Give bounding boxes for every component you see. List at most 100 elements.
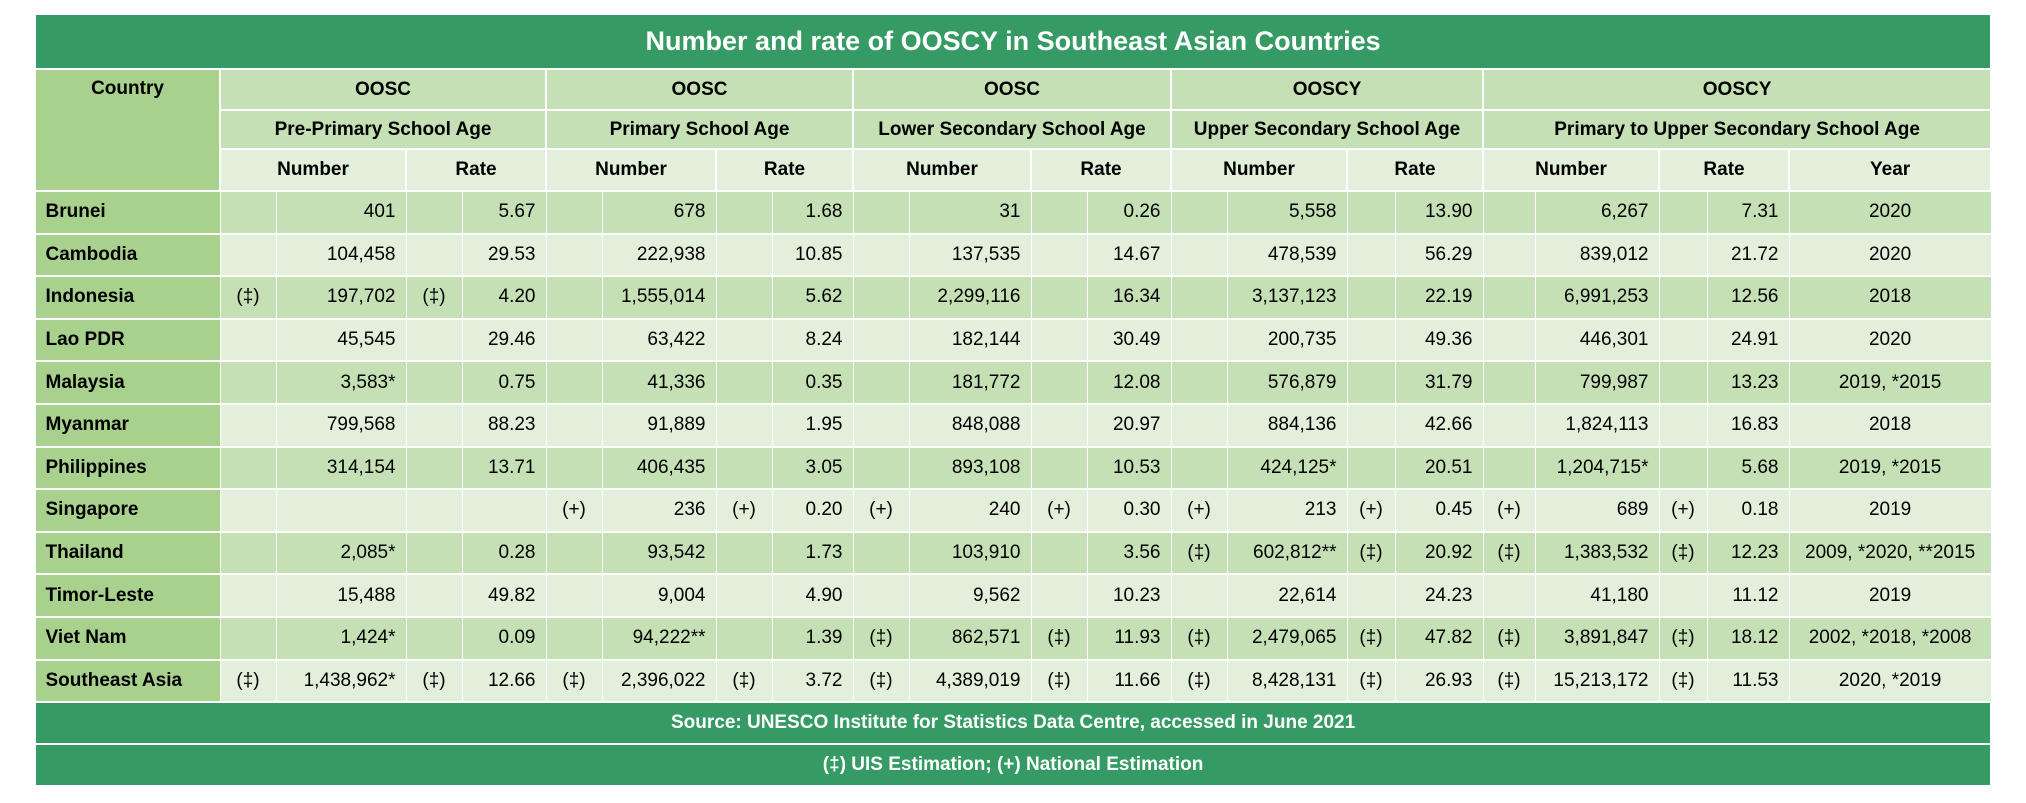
rate-flag xyxy=(405,360,463,405)
number-flag: (‡) xyxy=(545,658,603,704)
number-flag: (‡) xyxy=(1482,658,1536,704)
number-value: 678 xyxy=(601,190,717,235)
number-flag: (+) xyxy=(545,488,603,533)
country-header: Country xyxy=(34,68,221,192)
number-flag xyxy=(219,615,277,661)
number-flag: (‡) xyxy=(852,658,910,704)
rate-flag: (‡) xyxy=(405,658,463,704)
number-flag xyxy=(852,317,910,363)
rate-value: 0.35 xyxy=(771,360,854,405)
number-flag xyxy=(545,275,603,320)
number-flag xyxy=(1482,232,1536,278)
country-name: Singapore xyxy=(34,488,221,533)
number-value: 63,422 xyxy=(601,317,717,363)
number-value: 862,571 xyxy=(908,615,1032,661)
rate-flag: (‡) xyxy=(715,658,773,704)
rate-value: 0.45 xyxy=(1394,488,1484,533)
rate-value: 20.97 xyxy=(1086,402,1172,448)
rate-flag xyxy=(405,232,463,278)
rate-value: 20.51 xyxy=(1394,445,1484,491)
number-flag xyxy=(219,232,277,278)
rate-flag xyxy=(715,573,773,618)
rate-flag xyxy=(1030,402,1088,448)
rate-value: 0.75 xyxy=(461,360,547,405)
number-value: 222,938 xyxy=(601,232,717,278)
country-name: Thailand xyxy=(34,530,221,576)
rate-value: 11.12 xyxy=(1706,573,1790,618)
number-flag xyxy=(219,317,277,363)
rate-flag xyxy=(1346,573,1396,618)
rate-value: 12.08 xyxy=(1086,360,1172,405)
rate-flag: (‡) xyxy=(1346,530,1396,576)
country-name: Myanmar xyxy=(34,402,221,448)
number-value: 93,542 xyxy=(601,530,717,576)
number-value: 1,438,962* xyxy=(275,658,407,704)
country-name: Cambodia xyxy=(34,232,221,278)
rate-value: 14.67 xyxy=(1086,232,1172,278)
number-flag xyxy=(219,530,277,576)
rate-flag xyxy=(1658,232,1708,278)
rate-value: 31.79 xyxy=(1394,360,1484,405)
number-value: 3,137,123 xyxy=(1226,275,1348,320)
number-flag xyxy=(1482,275,1536,320)
rate-flag xyxy=(1030,275,1088,320)
rate-flag xyxy=(1030,530,1088,576)
number-value: 1,424* xyxy=(275,615,407,661)
source-note: Source: UNESCO Institute for Statistics … xyxy=(33,701,1993,746)
title-row: Number and rate of OOSCY in Southeast As… xyxy=(33,13,1993,70)
number-value: 602,812** xyxy=(1226,530,1348,576)
ooscy-table: Number and rate of OOSCY in Southeast As… xyxy=(33,13,1993,788)
number-value: 401 xyxy=(275,190,407,235)
rate-flag xyxy=(1346,360,1396,405)
number-flag xyxy=(545,317,603,363)
rate-flag xyxy=(715,275,773,320)
number-value: 5,558 xyxy=(1226,190,1348,235)
number-flag xyxy=(219,190,277,235)
rate-flag xyxy=(715,190,773,235)
number-col-header: Number xyxy=(1170,148,1348,192)
table-row: Cambodia 104,458 29.53 222,938 10.85 137,535 1… xyxy=(34,232,1992,278)
rate-flag xyxy=(715,445,773,491)
rate-flag xyxy=(1658,573,1708,618)
table-row: Brunei 401 5.67 678 1.68 31 0.26 5,558 13.90 6,26… xyxy=(34,190,1992,235)
number-col-header: Number xyxy=(852,148,1032,192)
rate-flag xyxy=(1658,190,1708,235)
rate-flag xyxy=(1346,317,1396,363)
rate-flag xyxy=(715,360,773,405)
number-flag xyxy=(219,360,277,405)
country-name: Philippines xyxy=(34,445,221,491)
rate-value: 20.92 xyxy=(1394,530,1484,576)
rate-value: 49.36 xyxy=(1394,317,1484,363)
rate-flag xyxy=(715,530,773,576)
year-value: 2020 xyxy=(1788,232,1992,278)
number-flag xyxy=(852,445,910,491)
rate-flag xyxy=(1658,360,1708,405)
number-flag xyxy=(545,573,603,618)
rate-flag: (+) xyxy=(715,488,773,533)
rate-flag: (+) xyxy=(1658,488,1708,533)
table-row: Timor-Leste 15,488 49.82 9,004 4.90 9,562 10.2… xyxy=(34,573,1992,618)
rate-value: 12.23 xyxy=(1706,530,1790,576)
rate-value: 0.30 xyxy=(1086,488,1172,533)
year-value: 2018 xyxy=(1788,402,1992,448)
year-value: 2009, *2020, **2015 xyxy=(1788,530,1992,576)
number-flag xyxy=(1170,190,1228,235)
rate-value: 0.26 xyxy=(1086,190,1172,235)
rate-flag xyxy=(405,530,463,576)
number-value: 2,085* xyxy=(275,530,407,576)
rate-value: 5.62 xyxy=(771,275,854,320)
rate-flag xyxy=(405,445,463,491)
rate-value: 7.31 xyxy=(1706,190,1790,235)
country-name: Brunei xyxy=(34,190,221,235)
country-name: Malaysia xyxy=(34,360,221,405)
rate-flag xyxy=(1346,275,1396,320)
table-row: Malaysia 3,583* 0.75 41,336 0.35 181,772 12.08… xyxy=(34,360,1992,405)
rate-value: 24.23 xyxy=(1394,573,1484,618)
rate-value: 3.56 xyxy=(1086,530,1172,576)
year-value: 2020 xyxy=(1788,190,1992,235)
rate-flag: (‡) xyxy=(405,275,463,320)
table-row: Thailand 2,085* 0.28 93,542 1.73 103,910 3.56(… xyxy=(34,530,1992,576)
number-col-header: Number xyxy=(545,148,717,192)
rate-value: 88.23 xyxy=(461,402,547,448)
number-flag xyxy=(1170,573,1228,618)
